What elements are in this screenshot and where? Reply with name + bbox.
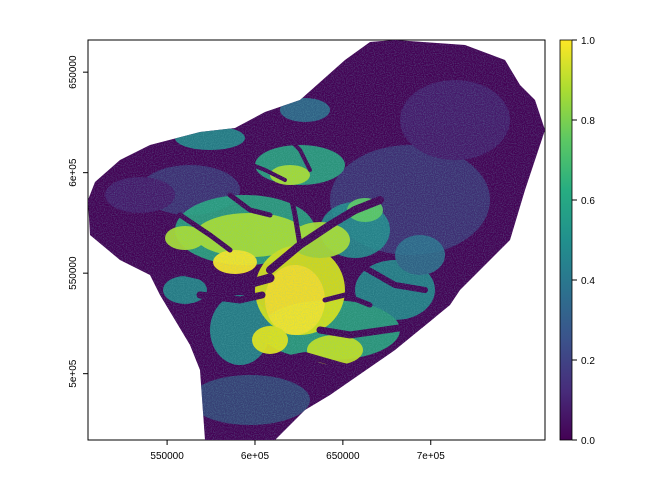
- legend-tick-label: 0.0: [581, 436, 595, 447]
- legend-tick-label: 1.0: [581, 36, 595, 47]
- y-tick-label: 5e+05: [68, 359, 79, 388]
- y-tick-label: 6e+05: [68, 158, 79, 187]
- legend-axis: 0.0 0.2 0.4 0.6 0.8 1.0: [572, 36, 595, 447]
- x-tick-label: 7e+05: [417, 451, 446, 462]
- legend-tick-label: 0.4: [581, 276, 595, 287]
- legend-tick-label: 0.6: [581, 196, 595, 207]
- x-tick-label: 6e+05: [241, 451, 270, 462]
- y-tick-label: 550000: [68, 256, 79, 290]
- y-tick-label: 650000: [68, 55, 79, 89]
- x-tick-label: 550000: [150, 451, 184, 462]
- x-tick-label: 650000: [326, 451, 360, 462]
- legend-tick-label: 0.2: [581, 356, 595, 367]
- x-axis: 550000 6e+05 650000 7e+05: [150, 440, 445, 462]
- legend-tick-label: 0.8: [581, 116, 595, 127]
- legend-colorbar: [559, 39, 573, 441]
- y-axis: 5e+05 550000 6e+05 650000: [68, 55, 88, 388]
